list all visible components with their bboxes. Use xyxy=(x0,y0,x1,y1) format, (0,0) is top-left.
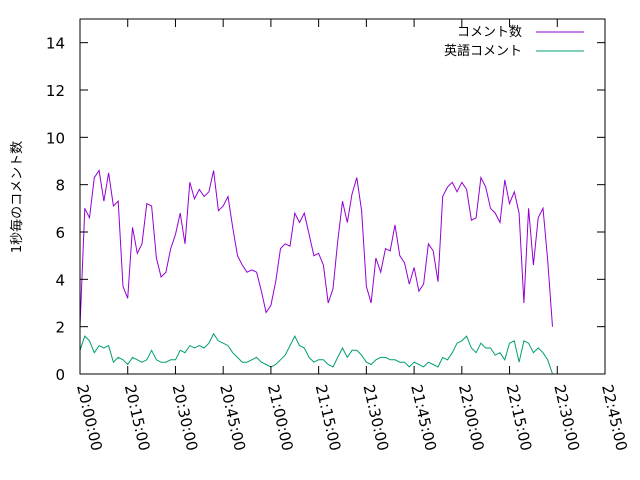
series-layer xyxy=(79,169,553,375)
y-tick-label: 4 xyxy=(55,271,65,289)
x-tick-label: 22:30:00 xyxy=(550,383,583,453)
y-tick-label: 0 xyxy=(55,366,65,384)
y-tick-label: 6 xyxy=(55,224,65,242)
legend-label-2: 英語コメント xyxy=(444,43,522,59)
x-tick-label: 22:15:00 xyxy=(503,383,536,453)
y-axis-label: 1秒毎のコメント数 xyxy=(9,141,25,253)
y-tick-label: 10 xyxy=(46,129,65,147)
x-tick-label: 20:45:00 xyxy=(216,383,249,453)
y-tick-label: 14 xyxy=(46,35,65,53)
y-tick-label: 12 xyxy=(46,82,65,100)
x-tick-label: 20:30:00 xyxy=(169,383,202,453)
x-tick-label: 22:45:00 xyxy=(598,383,631,453)
x-tick-label: 20:15:00 xyxy=(121,383,154,453)
series-line-2 xyxy=(79,332,553,375)
x-tick-label: 20:00:00 xyxy=(73,383,106,453)
y-tick-label: 8 xyxy=(55,177,65,195)
legend-label-1: コメント数 xyxy=(457,25,522,40)
x-tick-label: 21:45:00 xyxy=(407,383,440,453)
x-tick-label: 21:30:00 xyxy=(359,383,392,453)
y-axis: 0 2 4 6 8 10 12 14 xyxy=(46,35,605,384)
y-tick-label: 2 xyxy=(55,319,65,337)
x-axis: 20:00:00 20:15:00 20:30:00 20:45:00 21:00:00… xyxy=(73,19,631,453)
plot-frame xyxy=(79,18,606,375)
x-tick-label: 21:00:00 xyxy=(264,383,297,453)
x-tick-label: 21:15:00 xyxy=(312,383,345,453)
series-line-1 xyxy=(79,169,553,327)
x-tick-label: 22:00:00 xyxy=(455,383,488,453)
